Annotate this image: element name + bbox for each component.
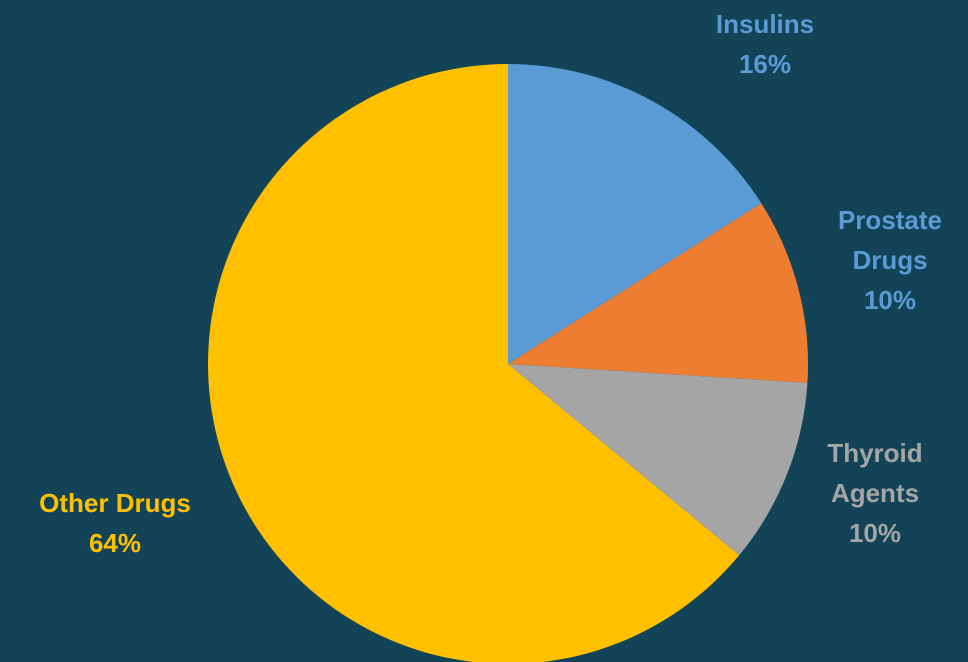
- pie-slice-prostate-drugs: [508, 203, 808, 383]
- slice-label-insulins-name: Insulins: [715, 9, 815, 39]
- slice-label-thyroid-agents-value: 10%: [848, 518, 902, 548]
- slice-label-prostate-drugs-name-line2: Drugs: [852, 245, 928, 275]
- slice-label-thyroid-agents-name-line2: Agents: [830, 478, 920, 508]
- slice-label-other-drugs-name: Other Drugs: [39, 488, 191, 518]
- slice-label-other-drugs: Other Drugs 64%: [10, 483, 220, 563]
- pie-slice-other-drugs: [208, 64, 740, 662]
- slice-label-thyroid-agents-name-line1: Thyroid: [827, 438, 923, 468]
- slice-label-insulins: Insulins 16%: [690, 4, 840, 84]
- slice-label-other-drugs-value: 64%: [88, 528, 142, 558]
- slice-label-thyroid-agents: Thyroid Agents 10%: [800, 433, 950, 553]
- pie-slice-thyroid-agents: [508, 364, 808, 556]
- slice-label-insulins-value: 16%: [738, 49, 792, 79]
- pie-slice-insulins: [508, 64, 762, 364]
- slice-label-prostate-drugs-name-line1: Prostate: [837, 205, 943, 235]
- slice-label-prostate-drugs: Prostate Drugs 10%: [812, 200, 968, 320]
- slice-label-prostate-drugs-value: 10%: [863, 285, 917, 315]
